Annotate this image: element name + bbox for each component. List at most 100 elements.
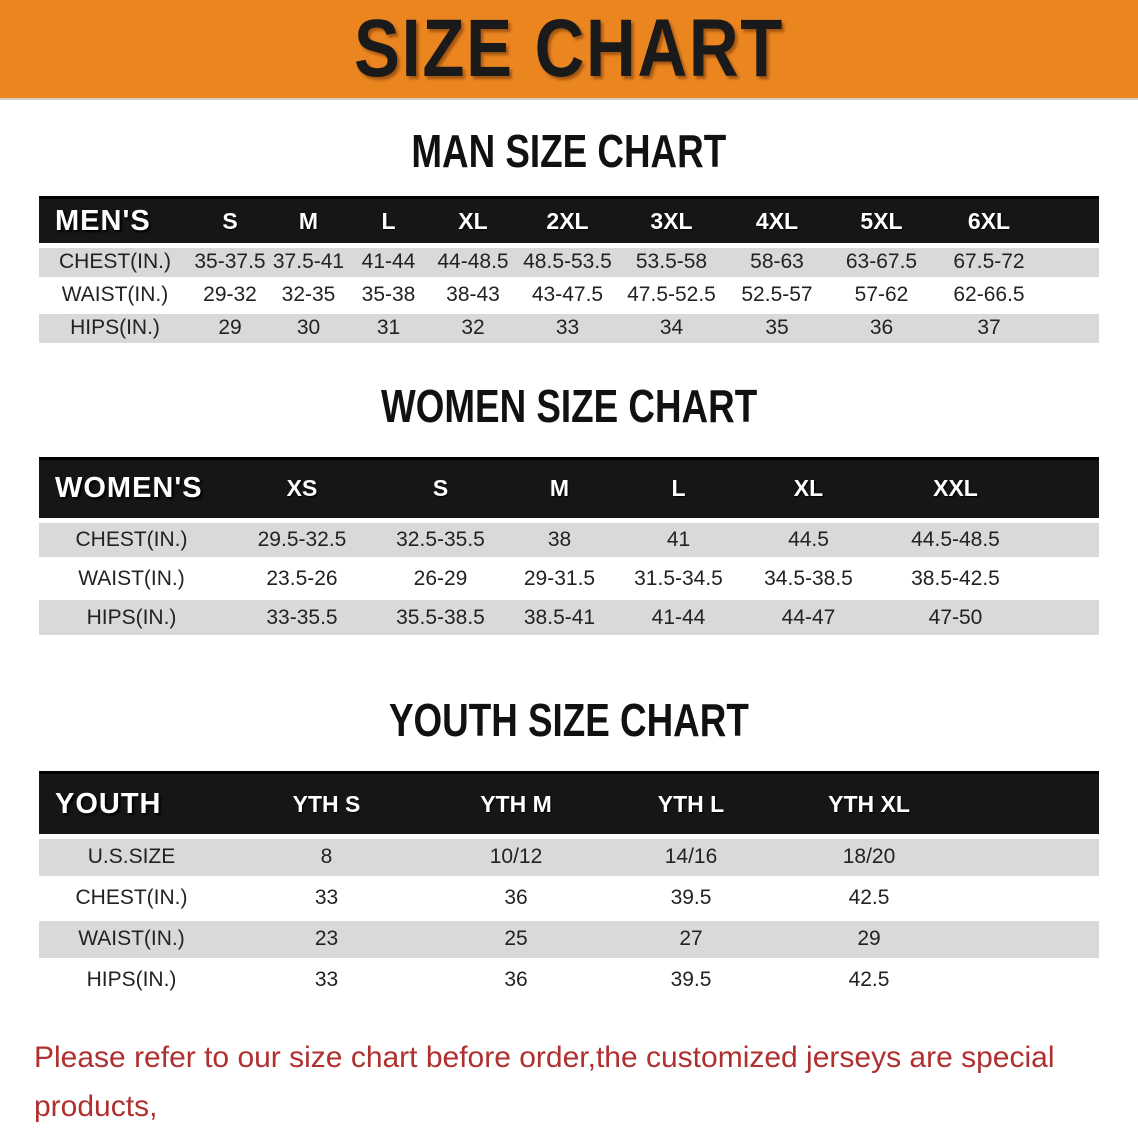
size-value: 58-63 <box>725 245 829 281</box>
row-label: CHEST(IN.) <box>39 520 224 561</box>
size-value: 52.5-57 <box>725 278 829 314</box>
size-value: 10/12 <box>429 836 603 880</box>
row-label: CHEST(IN.) <box>39 877 224 921</box>
size-value: 35-37.5 <box>191 245 269 281</box>
size-value: 37.5-41 <box>269 245 348 281</box>
youth-size-col-header: YTH S <box>224 771 429 839</box>
size-value: 29 <box>779 918 959 962</box>
size-value: 26-29 <box>380 559 501 600</box>
row-label: WAIST(IN.) <box>39 278 191 314</box>
size-value: 29.5-32.5 <box>224 520 380 561</box>
size-value: 67.5-72 <box>934 245 1044 281</box>
youth-size-table: YOUTH YTH S YTH M YTH L YTH XL U.S.SIZE … <box>39 771 1099 1003</box>
spacer-cell <box>959 918 1099 962</box>
size-value: 36 <box>429 959 603 1003</box>
size-value: 63-67.5 <box>829 245 934 281</box>
women-size-col-header: M <box>501 456 618 523</box>
women-size-col-header: S <box>380 456 501 523</box>
size-value: 44.5-48.5 <box>878 520 1033 561</box>
men-size-col-header: 2XL <box>517 196 618 248</box>
youth-waist-row: WAIST(IN.) 23 25 27 29 <box>39 918 1099 962</box>
spacer-cell <box>959 959 1099 1003</box>
youth-size-col-header: YTH L <box>603 771 779 839</box>
men-size-col-header: 4XL <box>725 196 829 248</box>
size-value: 30 <box>269 311 348 347</box>
size-value: 62-66.5 <box>934 278 1044 314</box>
size-value: 47-50 <box>878 598 1033 639</box>
spacer-cell <box>1033 520 1099 561</box>
size-value: 41-44 <box>348 245 429 281</box>
women-size-col-header: L <box>618 456 739 523</box>
size-value: 33-35.5 <box>224 598 380 639</box>
men-size-col-header: 6XL <box>934 196 1044 248</box>
youth-table-corner-label: YOUTH <box>39 771 224 839</box>
youth-table-header-row: YOUTH YTH S YTH M YTH L YTH XL <box>39 771 1099 839</box>
youth-section-heading-text: YOUTH SIZE CHART <box>389 694 749 746</box>
youth-size-col-header: YTH M <box>429 771 603 839</box>
youth-hips-row: HIPS(IN.) 33 36 39.5 42.5 <box>39 959 1099 1003</box>
size-value: 38.5-42.5 <box>878 559 1033 600</box>
row-label: U.S.SIZE <box>39 836 224 880</box>
size-value: 47.5-52.5 <box>618 278 725 314</box>
spacer-cell <box>1044 245 1099 281</box>
spacer-cell <box>1033 456 1099 523</box>
size-value: 8 <box>224 836 429 880</box>
men-size-col-header: M <box>269 196 348 248</box>
size-value: 39.5 <box>603 877 779 921</box>
men-table-header-row: MEN'S S M L XL 2XL 3XL 4XL 5XL 6XL <box>39 196 1099 248</box>
spacer-cell <box>1033 598 1099 639</box>
order-disclaimer: Please refer to our size chart before or… <box>34 1033 1104 1132</box>
size-value: 25 <box>429 918 603 962</box>
spacer-cell <box>1044 311 1099 347</box>
size-value: 44.5 <box>739 520 878 561</box>
size-value: 33 <box>224 959 429 1003</box>
size-value: 48.5-53.5 <box>517 245 618 281</box>
spacer-cell <box>959 836 1099 880</box>
row-label: WAIST(IN.) <box>39 918 224 962</box>
men-size-col-header: S <box>191 196 269 248</box>
women-size-col-header: XL <box>739 456 878 523</box>
spacer-cell <box>1044 196 1099 248</box>
size-value: 57-62 <box>829 278 934 314</box>
size-value: 23.5-26 <box>224 559 380 600</box>
size-value: 32-35 <box>269 278 348 314</box>
size-value: 35-38 <box>348 278 429 314</box>
youth-ussize-row: U.S.SIZE 8 10/12 14/16 18/20 <box>39 836 1099 880</box>
men-hips-row: HIPS(IN.) 29 30 31 32 33 34 35 36 37 <box>39 311 1099 347</box>
women-chest-row: CHEST(IN.) 29.5-32.5 32.5-35.5 38 41 44.… <box>39 520 1099 561</box>
men-size-table: MEN'S S M L XL 2XL 3XL 4XL 5XL 6XL CHEST… <box>39 196 1099 347</box>
size-value: 41 <box>618 520 739 561</box>
size-value: 35 <box>725 311 829 347</box>
row-label: HIPS(IN.) <box>39 311 191 347</box>
spacer-cell <box>959 877 1099 921</box>
men-section-heading-text: MAN SIZE CHART <box>411 125 727 177</box>
size-value: 44-48.5 <box>429 245 517 281</box>
women-size-col-header: XXL <box>878 456 1033 523</box>
size-value: 38-43 <box>429 278 517 314</box>
size-value: 44-47 <box>739 598 878 639</box>
size-value: 41-44 <box>618 598 739 639</box>
row-label: CHEST(IN.) <box>39 245 191 281</box>
size-value: 32 <box>429 311 517 347</box>
size-value: 29-32 <box>191 278 269 314</box>
size-chart-banner: SIZE CHART <box>0 0 1138 100</box>
women-waist-row: WAIST(IN.) 23.5-26 26-29 29-31.5 31.5-34… <box>39 559 1099 600</box>
size-value: 18/20 <box>779 836 959 880</box>
size-value: 36 <box>829 311 934 347</box>
men-size-col-header: 5XL <box>829 196 934 248</box>
size-value: 42.5 <box>779 959 959 1003</box>
size-value: 14/16 <box>603 836 779 880</box>
men-waist-row: WAIST(IN.) 29-32 32-35 35-38 38-43 43-47… <box>39 278 1099 314</box>
size-value: 23 <box>224 918 429 962</box>
size-value: 32.5-35.5 <box>380 520 501 561</box>
size-value: 38.5-41 <box>501 598 618 639</box>
size-value: 53.5-58 <box>618 245 725 281</box>
size-value: 29-31.5 <box>501 559 618 600</box>
women-table-corner-label: WOMEN'S <box>39 456 224 523</box>
men-section-heading: MAN SIZE CHART <box>0 124 1138 178</box>
size-value: 33 <box>224 877 429 921</box>
size-value: 31 <box>348 311 429 347</box>
size-value: 42.5 <box>779 877 959 921</box>
disclaimer-line-1: Please refer to our size chart before or… <box>34 1040 1055 1124</box>
women-hips-row: HIPS(IN.) 33-35.5 35.5-38.5 38.5-41 41-4… <box>39 598 1099 639</box>
